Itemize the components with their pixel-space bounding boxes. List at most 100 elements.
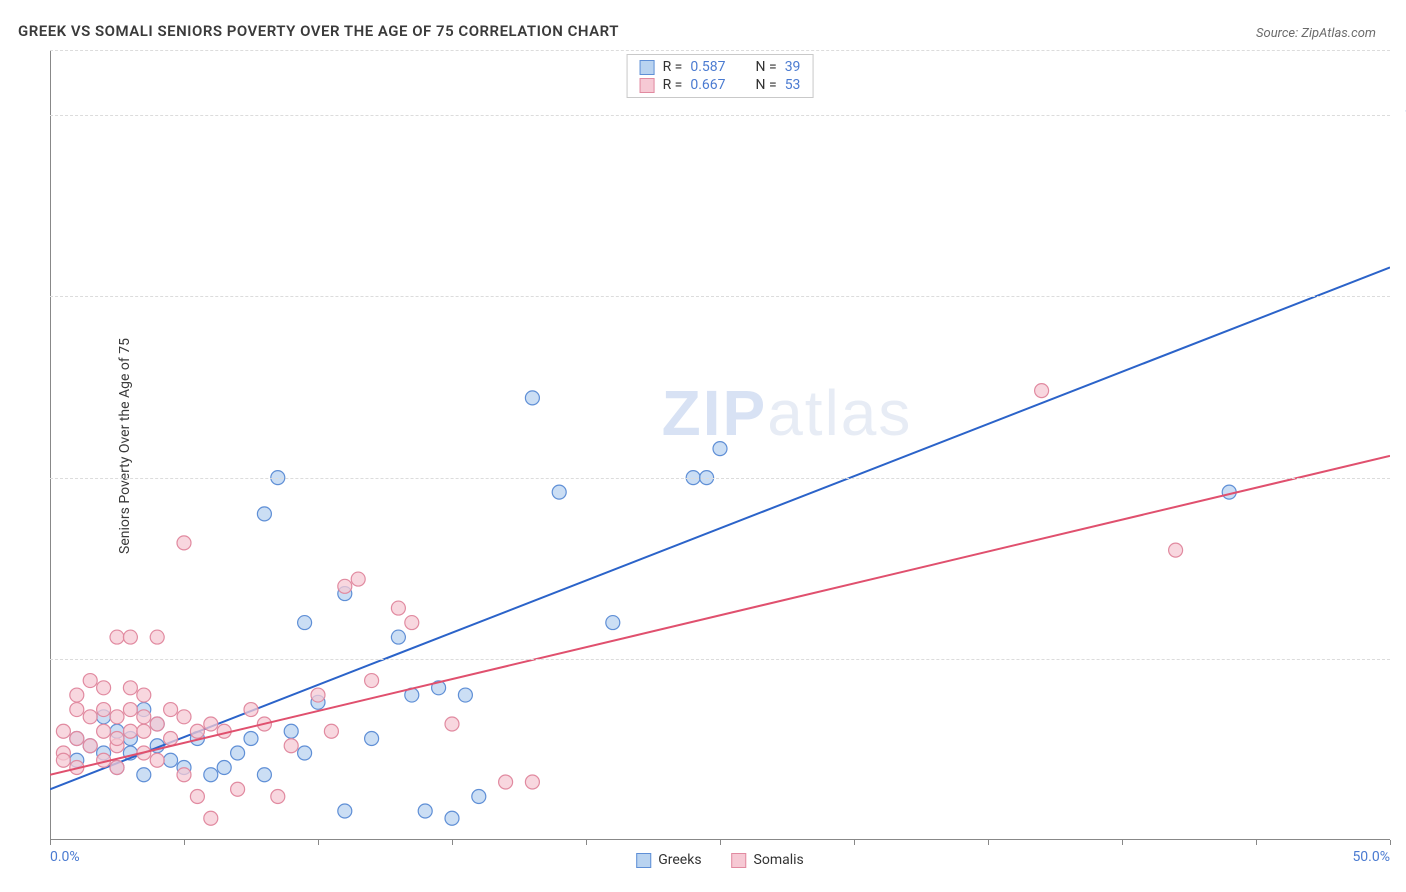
data-point-somalis xyxy=(123,630,137,644)
data-point-somalis xyxy=(177,536,191,550)
data-point-greeks xyxy=(338,804,352,818)
data-point-greeks xyxy=(298,616,312,630)
x-tick xyxy=(452,840,453,845)
data-point-somalis xyxy=(525,775,539,789)
correlation-legend: R = 0.587N = 39R = 0.667N = 53 xyxy=(627,54,814,98)
x-tick xyxy=(586,840,587,845)
data-point-greeks xyxy=(257,768,271,782)
gridline xyxy=(50,50,1390,51)
x-tick xyxy=(318,840,319,845)
data-point-somalis xyxy=(137,710,151,724)
data-point-greeks xyxy=(217,761,231,775)
data-point-somalis xyxy=(97,681,111,695)
data-point-greeks xyxy=(525,391,539,405)
data-point-somalis xyxy=(1169,543,1183,557)
data-point-somalis xyxy=(110,710,124,724)
y-tick-label: 100.0% xyxy=(1395,107,1406,123)
data-point-somalis xyxy=(150,717,164,731)
x-tick xyxy=(720,840,721,845)
trend-line-somalis xyxy=(50,456,1390,775)
gridline xyxy=(50,659,1390,660)
data-point-somalis xyxy=(324,724,338,738)
legend-n-value: 39 xyxy=(785,59,801,75)
data-point-somalis xyxy=(56,724,70,738)
x-tick xyxy=(1122,840,1123,845)
data-point-somalis xyxy=(164,703,178,717)
data-point-greeks xyxy=(445,811,459,825)
data-point-somalis xyxy=(123,724,137,738)
data-point-greeks xyxy=(713,442,727,456)
data-point-greeks xyxy=(365,732,379,746)
series-legend-item: Somalis xyxy=(732,852,804,868)
y-tick-label: 50.0% xyxy=(1395,470,1406,486)
data-point-somalis xyxy=(70,688,84,702)
x-tick xyxy=(1390,840,1391,845)
x-tick xyxy=(854,840,855,845)
data-point-somalis xyxy=(204,811,218,825)
legend-n-label: N = xyxy=(756,77,777,93)
series-legend-label: Somalis xyxy=(754,852,804,868)
x-tick-label: 50.0% xyxy=(1352,849,1390,865)
data-point-somalis xyxy=(391,601,405,615)
series-legend-label: Greeks xyxy=(658,852,701,868)
data-point-somalis xyxy=(244,703,258,717)
data-point-greeks xyxy=(552,485,566,499)
legend-n-label: N = xyxy=(756,59,777,75)
data-point-somalis xyxy=(284,739,298,753)
x-tick xyxy=(184,840,185,845)
data-point-somalis xyxy=(311,688,325,702)
data-point-somalis xyxy=(83,739,97,753)
data-point-somalis xyxy=(351,572,365,586)
data-point-greeks xyxy=(244,732,258,746)
data-point-somalis xyxy=(1035,384,1049,398)
data-point-greeks xyxy=(284,724,298,738)
data-point-greeks xyxy=(137,768,151,782)
data-point-greeks xyxy=(458,688,472,702)
data-point-somalis xyxy=(83,674,97,688)
data-point-greeks xyxy=(204,768,218,782)
legend-r-value: 0.667 xyxy=(690,77,725,93)
data-point-somalis xyxy=(83,710,97,724)
data-point-greeks xyxy=(472,790,486,804)
data-point-somalis xyxy=(70,703,84,717)
legend-r-value: 0.587 xyxy=(690,59,725,75)
data-point-somalis xyxy=(70,732,84,746)
legend-row-greeks: R = 0.587 N = 39 xyxy=(640,59,801,75)
data-point-somalis xyxy=(499,775,513,789)
data-point-somalis xyxy=(190,790,204,804)
series-legend-item: Greeks xyxy=(636,852,701,868)
data-point-somalis xyxy=(150,753,164,767)
gridline xyxy=(50,296,1390,297)
data-point-somalis xyxy=(110,630,124,644)
y-tick-label: 25.0% xyxy=(1395,651,1406,667)
legend-swatch-icon xyxy=(732,853,747,868)
legend-r-label: R = xyxy=(663,59,683,75)
data-point-somalis xyxy=(97,724,111,738)
x-tick xyxy=(1256,840,1257,845)
plot-area: ZIPatlas R = 0.587N = 39R = 0.667N = 53 … xyxy=(50,50,1390,840)
x-tick xyxy=(988,840,989,845)
legend-r-label: R = xyxy=(663,77,683,93)
data-point-greeks xyxy=(231,746,245,760)
legend-row-somalis: R = 0.667N = 53 xyxy=(640,77,801,93)
data-point-somalis xyxy=(177,710,191,724)
data-point-somalis xyxy=(405,616,419,630)
gridline xyxy=(50,115,1390,116)
legend-swatch-icon xyxy=(640,60,655,75)
scatter-svg xyxy=(50,50,1390,840)
data-point-somalis xyxy=(150,630,164,644)
chart-container: GREEK VS SOMALI SENIORS POVERTY OVER THE… xyxy=(0,0,1406,892)
data-point-somalis xyxy=(271,790,285,804)
data-point-somalis xyxy=(204,717,218,731)
y-tick-label: 75.0% xyxy=(1395,288,1406,304)
data-point-somalis xyxy=(164,732,178,746)
legend-swatch-icon xyxy=(640,78,655,93)
data-point-somalis xyxy=(231,782,245,796)
data-point-somalis xyxy=(123,703,137,717)
data-point-greeks xyxy=(391,630,405,644)
legend-swatch-icon xyxy=(636,853,651,868)
data-point-somalis xyxy=(445,717,459,731)
data-point-greeks xyxy=(298,746,312,760)
data-point-somalis xyxy=(123,681,137,695)
x-tick xyxy=(50,840,51,845)
